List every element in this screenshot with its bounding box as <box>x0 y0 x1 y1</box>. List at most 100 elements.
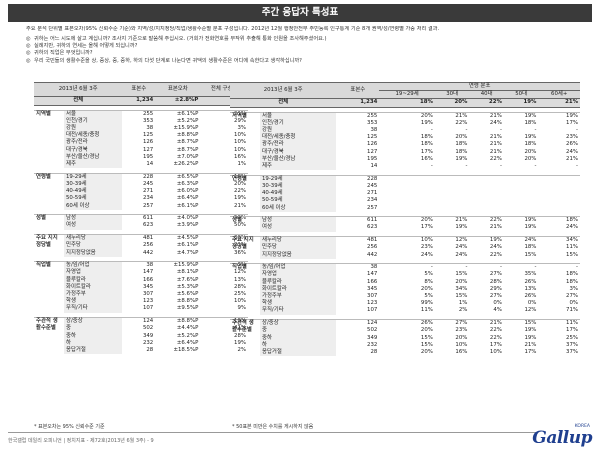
table-row: 60세 이상 257 <box>230 204 580 212</box>
row-n: 123 <box>142 298 154 305</box>
question-item: ◎ 실례지만, 귀하의 연세는 올해 어떻게 되십니까? <box>26 43 327 50</box>
row-value <box>538 190 580 197</box>
row-value: - <box>534 163 537 170</box>
row-value: 21% <box>469 319 504 328</box>
row-value: 21% <box>489 148 502 155</box>
row-value: 19% <box>455 155 468 162</box>
row-n: 442 <box>367 251 378 258</box>
row-n: 623 <box>142 222 154 229</box>
row-label: 광주/전라 <box>260 141 337 149</box>
row-value <box>379 190 435 197</box>
category-label: 지역별 <box>34 109 64 169</box>
row-err: ±7.6%P <box>176 276 199 283</box>
row-label: 제주 <box>64 161 123 169</box>
row-n: 195 <box>367 155 378 162</box>
right-footnote: * 50표본 미만은 수치를 게시하지 않음 <box>232 424 314 430</box>
row-err: ±7.0%P <box>176 153 199 160</box>
row-value: 22% <box>489 155 502 162</box>
row-n: 127 <box>367 148 378 155</box>
table-row: 직업별 농/임/어업 38 ±15.9%P 3% <box>34 261 248 313</box>
row-value: 34% <box>538 236 580 245</box>
row-n: 107 <box>142 305 154 312</box>
table-row: 무직/기타 107 ±9.5%P 9% <box>34 305 248 313</box>
row-n: 166 <box>367 278 378 285</box>
row-n: 271 <box>367 190 378 197</box>
row-value: - <box>379 263 435 272</box>
age-col-header: 19~29세 <box>379 90 435 99</box>
row-err: ±6.1%P <box>176 202 199 209</box>
row-err: ±6.4%P <box>176 195 199 202</box>
row-value: 15% <box>455 271 468 278</box>
table-row: 지지정당없음 442 24% 24% 22% 15% 15% <box>230 251 580 259</box>
row-value: - <box>499 127 502 134</box>
row-label: 하 <box>260 341 337 349</box>
age-col-header: 40대 <box>469 90 504 99</box>
row-value: 18% <box>538 216 580 225</box>
row-value: 19% <box>524 224 537 231</box>
row-label: 상/중상 <box>64 317 123 326</box>
row-label: 하 <box>64 339 123 347</box>
row-label: 블루칼라 <box>260 278 337 286</box>
row-n: 38 <box>146 125 154 131</box>
table-row: 연령별 19-29세 228 ±6.5%P 18% <box>34 172 248 210</box>
row-value: 11% <box>420 307 433 314</box>
category-label: 주요 지지 정당별 <box>230 236 260 259</box>
row-value: 27% <box>489 271 502 278</box>
row-label: 블루칼라 <box>64 276 123 284</box>
row-n: 127 <box>142 146 154 153</box>
row-n: 257 <box>367 204 378 211</box>
row-err: ±6.5%P <box>155 172 201 181</box>
row-label: 무직/기타 <box>260 307 337 315</box>
table-row: 주관적 생활수준별 상/중상 124 ±8.8%P 10% <box>34 317 248 355</box>
row-n: 28 <box>370 349 378 355</box>
question-item: ◎ 우리 국민들의 생활수준을 상, 중상, 중, 중하, 하의 다섯 단계로 나… <box>26 58 327 65</box>
row-n: 232 <box>367 341 378 348</box>
row-value <box>538 205 580 212</box>
left-col-err: 표본오차 <box>155 81 201 97</box>
row-value <box>504 197 539 204</box>
row-value <box>469 197 504 204</box>
row-value: - <box>469 263 504 272</box>
row-value: 0% <box>493 300 502 307</box>
row-label: 무직/기타 <box>64 305 123 313</box>
table-row: 응답거절 28 20% 16% 10% 17% 37% <box>230 349 580 357</box>
row-value: - <box>503 263 539 272</box>
row-value: 18% <box>524 119 537 126</box>
row-value: 22% <box>489 334 502 341</box>
row-n: 228 <box>336 174 380 183</box>
row-value: 19% <box>524 327 537 334</box>
row-value: - <box>465 127 468 134</box>
row-n: 307 <box>367 293 378 300</box>
table-row: 화이트칼라 345 20% 34% 29% 13% 3% <box>230 285 580 294</box>
total-value: 22% <box>469 98 504 108</box>
table-row: 대구/경북 127 17% 18% 21% 20% 24% <box>230 148 580 156</box>
table-row: 화이트칼라 345 ±5.3%P 28% <box>34 283 248 292</box>
category-label: 직업별 <box>230 263 260 315</box>
row-value: 23% <box>420 244 433 251</box>
row-value: 21% <box>489 141 502 148</box>
bullet-icon: ◎ <box>26 50 31 57</box>
row-n: 271 <box>142 188 154 195</box>
row-value: 21% <box>434 111 470 120</box>
row-label: 강원 <box>260 127 337 135</box>
table-row: 민주당 256 ±6.1%P 21% <box>34 242 248 250</box>
row-err: ±8.8%P <box>176 298 199 305</box>
row-label: 자영업 <box>64 269 123 277</box>
question-text: 우리 국민들의 생활수준을 상, 중상, 중, 중하, 하의 다섯 단계로 나눈… <box>34 57 302 64</box>
row-value: 17% <box>524 349 537 355</box>
row-value: 35% <box>524 271 537 278</box>
row-n: 232 <box>142 339 154 346</box>
row-label: 40-49세 <box>260 190 337 198</box>
row-value: 22% <box>489 251 502 258</box>
row-value: 1% <box>458 300 468 307</box>
row-err: ±18.5%P <box>173 346 199 353</box>
age-distribution-table: 2013년 6월 3주 표본수 연령 분포 19~29세 30대 40대 50대 60세… <box>230 81 580 357</box>
row-value <box>469 205 504 212</box>
row-value: 24% <box>420 251 433 258</box>
row-value: 24% <box>489 119 502 126</box>
table-row: 50-59세 234 <box>230 197 580 205</box>
table-row: 블루칼라 166 ±7.6%P 13% <box>34 276 248 284</box>
row-value: 5% <box>424 271 433 278</box>
row-value: - <box>430 163 433 170</box>
row-err: ±26.2%P <box>173 161 199 168</box>
